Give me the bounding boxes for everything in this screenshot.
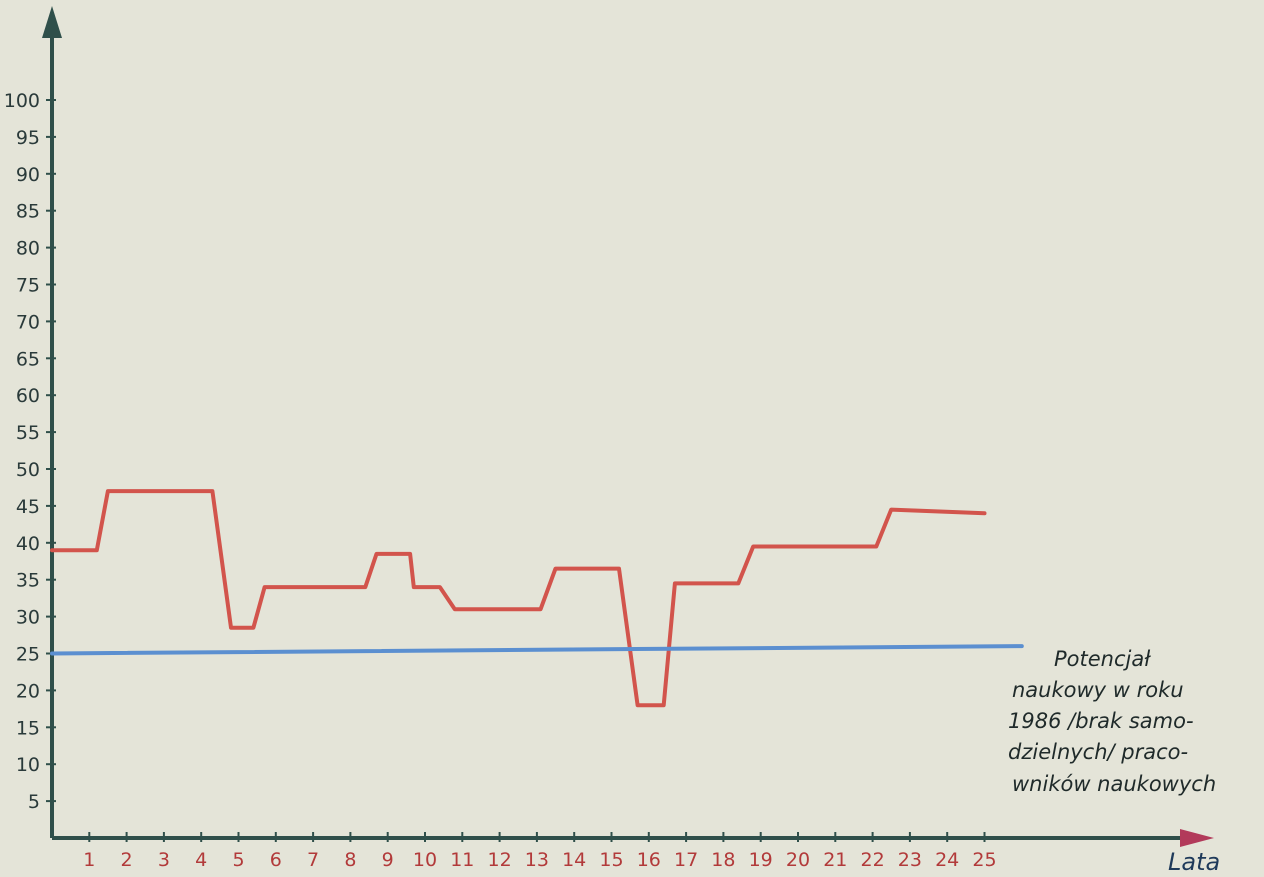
y-axis-arrow [42, 6, 62, 38]
x-tick-label: 9 [382, 849, 394, 871]
x-tick-label: 8 [344, 849, 356, 871]
y-tick-label: 15 [16, 717, 40, 739]
y-tick-label: 10 [16, 754, 40, 776]
y-tick-label: 65 [16, 348, 40, 370]
x-tick-label: 17 [674, 849, 698, 871]
y-tick-label: 100 [4, 90, 40, 112]
annotation-line: dzielnych/ praco- [1008, 740, 1188, 764]
x-tick-label: 20 [786, 849, 810, 871]
annotation-line: Potencjał [1054, 647, 1151, 671]
x-tick-label: 13 [525, 849, 549, 871]
series [50, 489, 1024, 708]
y-tick-label: 90 [16, 164, 40, 186]
x-tick-label: 4 [195, 849, 207, 871]
series-line [50, 489, 987, 708]
x-tick-label: 19 [749, 849, 773, 871]
x-axis-title: Lata [1168, 848, 1220, 876]
x-tick-label: 25 [972, 849, 996, 871]
x-tick-label: 21 [823, 849, 847, 871]
y-tick-label: 75 [16, 275, 40, 297]
x-tick-label: 7 [307, 849, 319, 871]
x-tick-label: 2 [121, 849, 133, 871]
y-tick-label: 5 [28, 791, 40, 813]
x-tick-label: 10 [413, 849, 437, 871]
y-tick-label: 55 [16, 422, 40, 444]
y-tick-label: 25 [16, 644, 40, 666]
x-tick-label: 12 [488, 849, 512, 871]
y-tick-label: 40 [16, 533, 40, 555]
x-tick-label: 22 [861, 849, 885, 871]
y-tick-label: 60 [16, 385, 40, 407]
y-tick-label: 20 [16, 680, 40, 702]
x-tick-label: 5 [232, 849, 244, 871]
y-tick-label: 50 [16, 459, 40, 481]
axes [42, 6, 1214, 847]
x-tick-label: 16 [637, 849, 661, 871]
x-tick-label: 14 [562, 849, 586, 871]
x-tick-label: 1 [83, 849, 95, 871]
x-tick-label: 18 [711, 849, 735, 871]
y-tick-label: 80 [16, 238, 40, 260]
y-tick-label: 35 [16, 570, 40, 592]
annotation-line: naukowy w roku [1012, 678, 1184, 702]
y-tick-label: 95 [16, 127, 40, 149]
x-tick-label: 24 [935, 849, 959, 871]
ticks: 5101520253035404550556065707580859095100… [4, 90, 997, 871]
x-tick-label: 11 [450, 849, 474, 871]
y-tick-label: 85 [16, 201, 40, 223]
series-line [50, 644, 1024, 656]
y-tick-label: 30 [16, 607, 40, 629]
annotation-line: 1986 /brak samo- [1008, 709, 1194, 733]
x-tick-label: 15 [599, 849, 623, 871]
x-tick-label: 3 [158, 849, 170, 871]
y-tick-label: 70 [16, 311, 40, 333]
x-tick-label: 6 [270, 849, 282, 871]
y-tick-label: 45 [16, 496, 40, 518]
x-tick-label: 23 [898, 849, 922, 871]
annotation: Potencjał naukowy w roku 1986 /brak samo-d… [1008, 647, 1216, 796]
annotation-line: wników naukowych [1012, 772, 1216, 796]
x-axis-arrow [1180, 829, 1214, 847]
